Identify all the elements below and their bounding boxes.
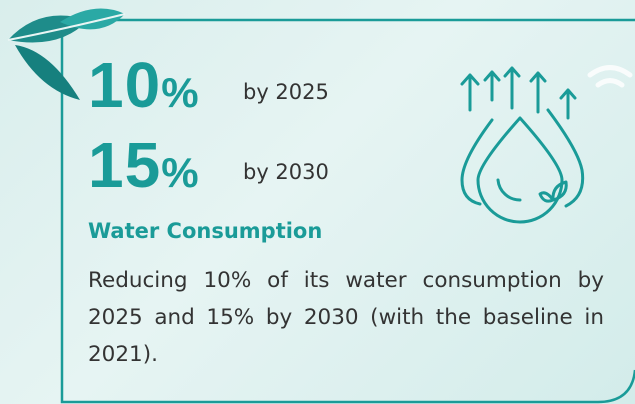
- infographic-card: 10% by 2025 15% by 2030 Water Consumptio…: [0, 0, 635, 404]
- target-label: by 2030: [243, 160, 329, 184]
- target-value: 15%: [88, 128, 199, 202]
- target-value: 10%: [88, 48, 199, 122]
- target-unit: %: [161, 69, 198, 116]
- target-unit: %: [161, 149, 198, 196]
- wifi-decoration: [590, 68, 630, 86]
- heading: Water Consumption: [88, 219, 322, 243]
- target-label: by 2025: [243, 80, 329, 104]
- body-text: Reducing 10% of its water consumption by…: [88, 262, 604, 373]
- water-icon: [462, 68, 583, 222]
- target-number: 15: [88, 129, 161, 201]
- target-number: 10: [88, 49, 161, 121]
